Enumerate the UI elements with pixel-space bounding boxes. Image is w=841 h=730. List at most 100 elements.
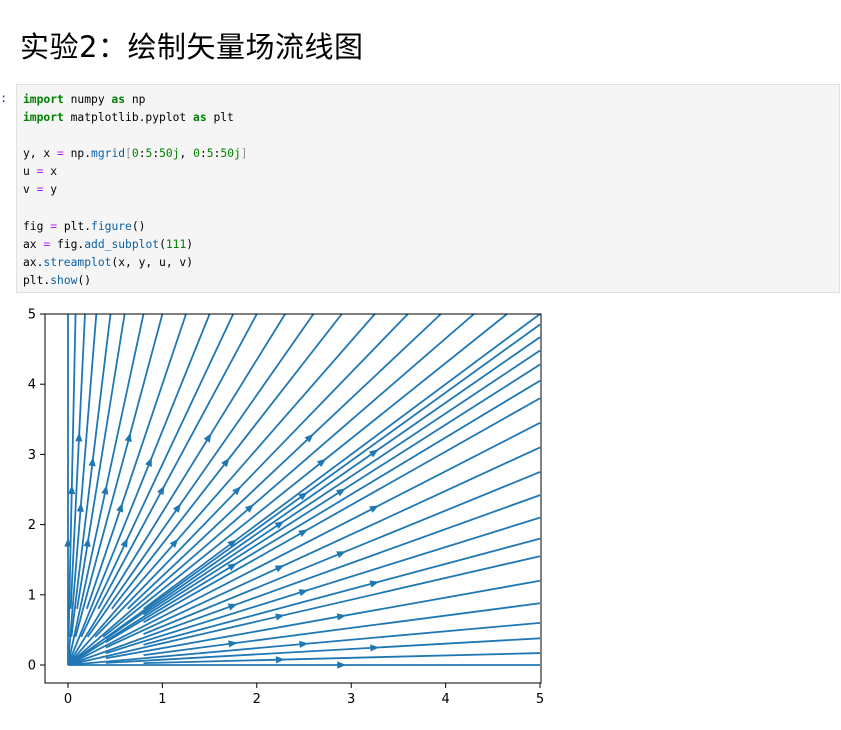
streamline [105, 446, 541, 649]
streamline [67, 363, 541, 666]
code-token: : [213, 147, 221, 161]
streamline [67, 314, 77, 637]
streamline [67, 314, 211, 666]
streamline-arrow [336, 551, 346, 559]
streamline [143, 537, 541, 646]
code-token: as [193, 111, 207, 125]
code-token: x [43, 165, 58, 179]
code-token: 0 [131, 147, 139, 161]
streamline [67, 314, 98, 666]
code-token: : [199, 147, 207, 161]
code-token: , [179, 147, 194, 161]
code-token: u [23, 165, 37, 179]
code-line: u = x [23, 163, 839, 181]
code-token: (x, y, u, v) [111, 255, 194, 269]
streamline-arrow [172, 503, 182, 513]
code-token: streamplot [43, 255, 112, 269]
streamline-arrow [370, 644, 380, 652]
code-token: add_subplot [84, 237, 160, 251]
streamlines-group [64, 314, 541, 669]
code-cell[interactable]: import numpy as np import matplotlib.pypl… [16, 84, 840, 293]
streamline [97, 314, 258, 610]
code-token: import [23, 111, 64, 125]
streamline [67, 314, 475, 666]
streamline-arrow [337, 661, 347, 669]
streamline [143, 652, 541, 664]
code-token: = [50, 219, 58, 233]
code-token: np. [63, 147, 92, 161]
streamline-arrow [203, 433, 212, 443]
code-token: [ [125, 147, 132, 161]
streamline [143, 397, 541, 624]
streamline [105, 516, 541, 655]
streamline [105, 379, 541, 644]
x-tick-label: 0 [64, 692, 72, 707]
code-token: import [23, 93, 64, 106]
code-token: v [23, 183, 37, 197]
streamline-arrow [227, 539, 237, 548]
code-token: figure [91, 219, 132, 233]
code-token: as [111, 93, 126, 106]
streamline [94, 314, 409, 638]
code-line: plt.show() [23, 272, 839, 290]
code-token: : [138, 147, 146, 161]
y-tick-label: 2 [28, 518, 36, 533]
code-token: np [125, 93, 146, 106]
streamline [67, 314, 286, 666]
x-tick-label: 4 [441, 692, 449, 707]
code-line: v = y [23, 181, 839, 199]
y-tick-label: 0 [28, 659, 36, 674]
code-line: y, x = np.mgrid[0:5:50j, 0:5:50j] [23, 145, 839, 163]
streamline-arrow [298, 589, 309, 597]
code-token: show [50, 273, 78, 287]
code-token: = [36, 183, 44, 197]
streamline-arrow [145, 457, 152, 467]
code-line: import numpy as np [23, 91, 839, 109]
code-token: = [43, 237, 51, 251]
streamline-arrow [369, 505, 379, 513]
streamline [105, 336, 541, 640]
code-token: numpy [63, 93, 112, 106]
code-token: ] [240, 147, 248, 161]
x-tick-label: 3 [347, 692, 355, 707]
code-line: fig = plt.figure() [23, 218, 839, 236]
x-tick-label: 5 [536, 692, 544, 707]
code-token: () [77, 273, 92, 287]
code-token: : [152, 147, 160, 161]
streamline-arrow [232, 486, 242, 496]
streamline-arrow [336, 613, 347, 621]
code-token: mgrid [91, 147, 126, 161]
code-token: () [131, 219, 146, 233]
code-token: plt [206, 111, 234, 125]
x-tick-label: 1 [158, 692, 166, 707]
streamline-arrow [369, 449, 379, 458]
code-token: y, x [23, 147, 58, 161]
streamline-arrow [274, 565, 285, 573]
code-token: ax [23, 237, 44, 251]
code-token: = [36, 165, 44, 179]
streamplot-chart: 0 1 2 3 4 5 0 1 2 3 4 5 [28, 308, 544, 708]
streamline [80, 314, 235, 638]
code-editor[interactable]: import numpy as np import matplotlib.pypl… [17, 85, 839, 290]
code-token: ax. [23, 255, 44, 269]
streamline-arrow [101, 485, 109, 495]
streamline [67, 314, 376, 666]
streamline [142, 314, 541, 610]
code-line: ax.streamplot(x, y, u, v) [23, 254, 839, 272]
y-tick-label: 4 [28, 378, 36, 393]
y-tick-label: 3 [28, 448, 36, 463]
cell-prompt: : [0, 91, 8, 105]
streamline-arrow [124, 432, 132, 443]
code-token: 111 [165, 237, 187, 251]
streamline-arrow [316, 458, 327, 468]
streamline [70, 314, 112, 638]
streamline [102, 314, 508, 638]
streamline [86, 314, 315, 638]
streamline-arrow [275, 613, 285, 621]
streamline [67, 555, 541, 666]
streamline [69, 314, 86, 609]
code-token: plt. [23, 273, 51, 287]
code-token: matplotlib.pyplot [63, 111, 194, 125]
code-token: 5 [206, 147, 214, 161]
streamline-arrow [227, 603, 238, 611]
